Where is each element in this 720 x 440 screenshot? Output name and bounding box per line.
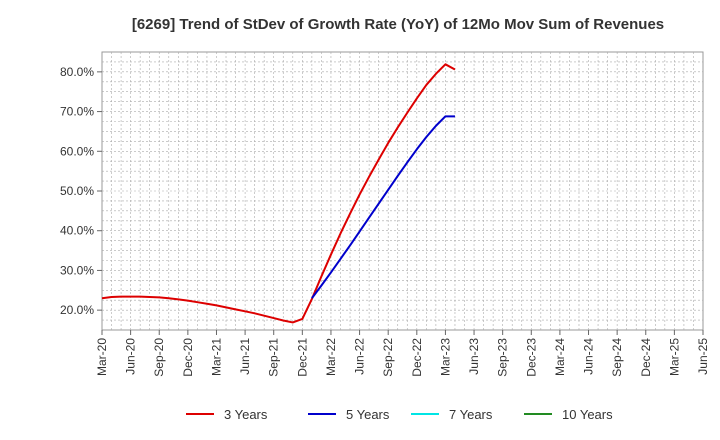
x-tick-label: Sep-22 xyxy=(381,338,395,377)
x-tick-label: Mar-25 xyxy=(667,338,681,376)
x-tick-label: Jun-24 xyxy=(582,338,596,375)
y-tick-label: 60.0% xyxy=(60,144,94,158)
y-axis: 20.0% 30.0% 40.0% 50.0% 60.0% 70.0% 80.0% xyxy=(60,65,102,317)
y-tick-label: 40.0% xyxy=(60,224,94,238)
y-tick-label: 50.0% xyxy=(60,184,94,198)
x-tick-label: Dec-21 xyxy=(295,338,309,377)
x-tick-label: Dec-23 xyxy=(524,338,538,377)
y-tick-label: 80.0% xyxy=(60,65,94,79)
grid-lines xyxy=(102,52,703,330)
legend-label: 5 Years xyxy=(346,407,390,422)
x-tick-label: Sep-23 xyxy=(496,338,510,377)
x-tick-label: Jun-22 xyxy=(353,338,367,375)
x-tick-label: Mar-20 xyxy=(95,338,109,376)
x-tick-label: Sep-21 xyxy=(267,338,281,377)
x-tick-label: Mar-21 xyxy=(209,338,223,376)
x-tick-label: Jun-25 xyxy=(696,338,710,375)
x-tick-label: Dec-20 xyxy=(181,338,195,377)
x-tick-label: Sep-20 xyxy=(152,338,166,377)
legend: 3 Years 5 Years 7 Years 10 Years xyxy=(186,407,613,422)
x-tick-label: Mar-24 xyxy=(553,338,567,376)
x-tick-label: Mar-22 xyxy=(324,338,338,376)
x-tick-label: Dec-24 xyxy=(639,338,653,377)
y-tick-label: 30.0% xyxy=(60,263,94,277)
x-tick-label: Mar-23 xyxy=(438,338,452,376)
y-tick-label: 20.0% xyxy=(60,303,94,317)
series-line-3-years xyxy=(101,63,456,324)
legend-label: 7 Years xyxy=(449,407,493,422)
x-tick-label: Jun-21 xyxy=(238,338,252,375)
x-tick-label: Dec-22 xyxy=(410,338,424,377)
x-axis: Mar-20 Jun-20 Sep-20 Dec-20 Mar-21 Jun-21 Sep-… xyxy=(95,330,710,377)
x-tick-label: Jun-23 xyxy=(467,338,481,375)
chart-title: [6269] Trend of StDev of Growth Rate (Yo… xyxy=(132,16,664,33)
legend-label: 3 Years xyxy=(224,407,268,422)
series-line-5-years xyxy=(311,115,455,299)
legend-label: 10 Years xyxy=(562,407,613,422)
x-tick-label: Jun-20 xyxy=(124,338,138,375)
x-tick-label: Sep-24 xyxy=(610,338,624,377)
y-tick-label: 70.0% xyxy=(60,105,94,119)
series-group xyxy=(101,63,456,324)
